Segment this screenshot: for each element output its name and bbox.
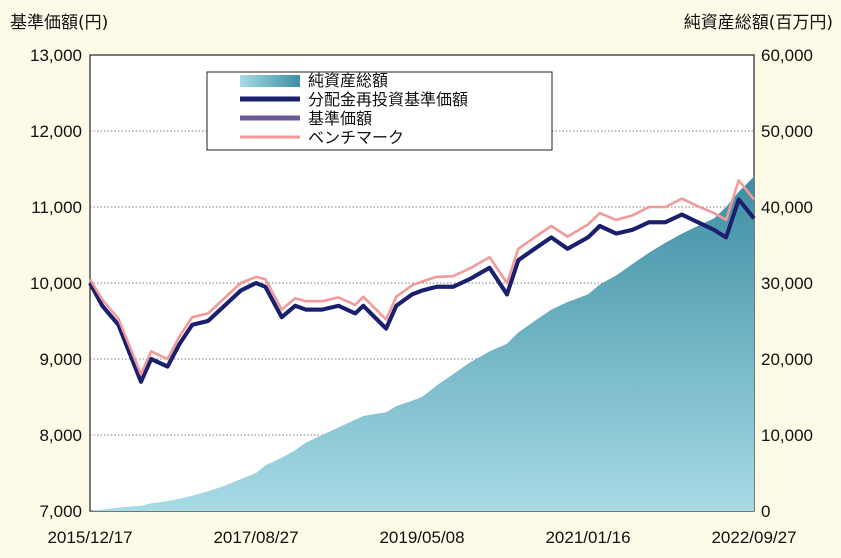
y-left-tick-label: 10,000 xyxy=(30,274,82,293)
y-right-tick-label: 30,000 xyxy=(761,274,813,293)
y-right-tick-label: 40,000 xyxy=(761,198,813,217)
x-tick-label: 2019/05/08 xyxy=(379,528,464,547)
x-tick-label: 2015/12/17 xyxy=(47,528,132,547)
x-tick-label: 2021/01/16 xyxy=(545,528,630,547)
reinvested-nav-line xyxy=(88,197,756,384)
y-right-tick-label: 60,000 xyxy=(761,46,813,65)
y-left-tick-label: 8,000 xyxy=(39,426,82,445)
line-layer xyxy=(88,179,756,384)
legend-swatches xyxy=(240,75,300,139)
y-left-tick-label: 13,000 xyxy=(30,46,82,65)
left-axis-title: 基準価額(円) xyxy=(10,13,108,33)
legend-label-reinvested: 分配金再投資基準価額 xyxy=(308,90,468,109)
benchmark-line xyxy=(88,179,756,376)
net-assets-area-layer xyxy=(90,176,754,511)
y-right-tick-label: 20,000 xyxy=(761,350,813,369)
y-left-tick-label: 12,000 xyxy=(30,122,82,141)
x-tick-label: 2017/08/27 xyxy=(213,528,298,547)
legend-label-benchmark: ベンチマーク xyxy=(308,128,404,147)
legend: 純資産総額 分配金再投資基準価額 基準価額 ベンチマーク xyxy=(206,71,553,151)
y-right-tick-label: 0 xyxy=(761,502,770,521)
legend-label-nav: 基準価額 xyxy=(308,109,372,128)
tick-labels: 7,000 8,000 9,000 10,000 11,000 12,000 13,000 0… xyxy=(30,46,813,547)
y-right-tick-label: 10,000 xyxy=(761,426,813,445)
y-left-tick-label: 11,000 xyxy=(31,198,82,217)
right-axis-title: 純資産総額(百万円) xyxy=(684,13,833,33)
legend-swatch-net-assets xyxy=(240,75,300,87)
y-left-tick-label: 7,000 xyxy=(39,502,82,521)
x-tick-label: 2022/09/27 xyxy=(711,528,796,547)
net-assets-area xyxy=(90,176,754,511)
y-left-tick-label: 9,000 xyxy=(39,350,82,369)
legend-label-net-assets: 純資産総額 xyxy=(308,71,388,90)
y-right-tick-label: 50,000 xyxy=(761,122,813,141)
